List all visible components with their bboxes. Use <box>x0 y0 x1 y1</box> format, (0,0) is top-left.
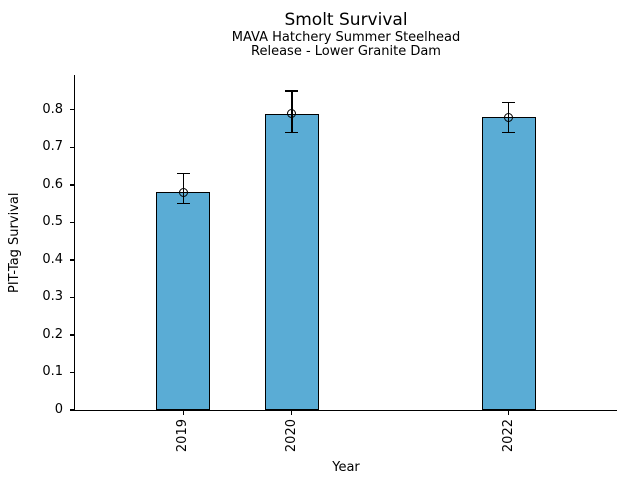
y-tick-label: 0.5 <box>42 214 63 230</box>
y-tick-mark <box>69 184 74 186</box>
error-bar-cap-bottom <box>502 131 516 134</box>
chart-subtitle-line1: MAVA Hatchery Summer Steelhead <box>231 30 461 45</box>
y-tick-mark <box>69 221 74 224</box>
y-tick-label: 0.1 <box>42 364 63 380</box>
y-tick-mark <box>69 409 74 411</box>
bar-2022 <box>481 117 536 410</box>
y-axis-line <box>73 75 75 412</box>
x-tick-mark <box>182 410 184 415</box>
mean-marker <box>504 112 514 122</box>
error-bar-cap-top <box>285 90 299 92</box>
error-bar-cap-bottom <box>176 202 190 205</box>
y-axis-label: PIT-Tag Survival <box>7 192 22 293</box>
bar-2020 <box>264 113 319 410</box>
y-tick-mark <box>69 259 74 261</box>
y-tick-label: 0.2 <box>42 326 63 342</box>
x-tick-mark <box>508 410 510 415</box>
y-tick-label: 0.3 <box>42 289 63 305</box>
chart-subtitle-line2: Release - Lower Granite Dam <box>251 44 441 59</box>
y-tick-mark <box>69 371 74 374</box>
y-tick-mark <box>69 334 74 336</box>
x-tick-label: 2020 <box>283 419 299 453</box>
chart-title: Smolt Survival <box>284 10 408 30</box>
plot-area: 0 0.1 0.2 0.3 0.4 0.5 0.6 0.7 0.8 2019 2020 2022 Y… <box>42 75 617 475</box>
x-tick-mark <box>291 410 293 415</box>
mean-marker <box>178 187 188 197</box>
y-tick-label: 0.7 <box>42 139 63 155</box>
y-tick-label: 0.4 <box>42 251 63 267</box>
bar-2019 <box>156 192 211 410</box>
mean-marker <box>287 109 297 119</box>
y-tick-mark <box>69 146 74 148</box>
y-tick-mark <box>69 296 74 299</box>
x-tick-label: 2022 <box>500 419 516 453</box>
x-tick-label: 2019 <box>175 419 191 453</box>
error-bar-cap-top <box>176 172 190 175</box>
x-axis-line <box>73 410 617 412</box>
y-tick-mark <box>69 109 74 111</box>
y-tick-label: 0.8 <box>42 101 63 117</box>
y-tick-label: 0 <box>54 402 63 417</box>
x-axis-label: Year <box>332 460 360 475</box>
error-bar-cap-top <box>502 101 516 104</box>
error-bar-cap-bottom <box>285 131 299 134</box>
y-tick-label: 0.6 <box>42 176 63 192</box>
